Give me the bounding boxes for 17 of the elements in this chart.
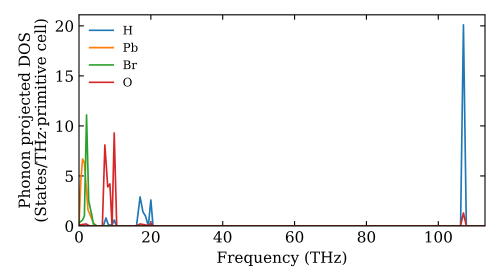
x-axis-title: Frequency (THz) [217,251,346,266]
legend-label: O [123,78,132,87]
y-tick-label: 10 [56,120,74,132]
y-tick-label: 5 [66,170,73,182]
y-axis-title: Phonon projected DOS (States/THz·primitive cell) [18,19,50,222]
x-tick-label: 0 [75,231,83,243]
y-tick-label: 20 [56,20,74,32]
x-tick-label: 60 [286,231,304,243]
legend-label: Pb [123,42,138,52]
x-tick-label: 80 [358,231,376,243]
x-tick-label: 20 [142,231,160,243]
x-tick-label: 100 [426,231,452,243]
y-tick-label: 0 [65,220,74,232]
y-tick-label: 15 [56,70,73,82]
legend-label: Br [123,60,137,70]
legend-label: H [123,26,132,34]
x-tick-label: 40 [213,231,232,243]
